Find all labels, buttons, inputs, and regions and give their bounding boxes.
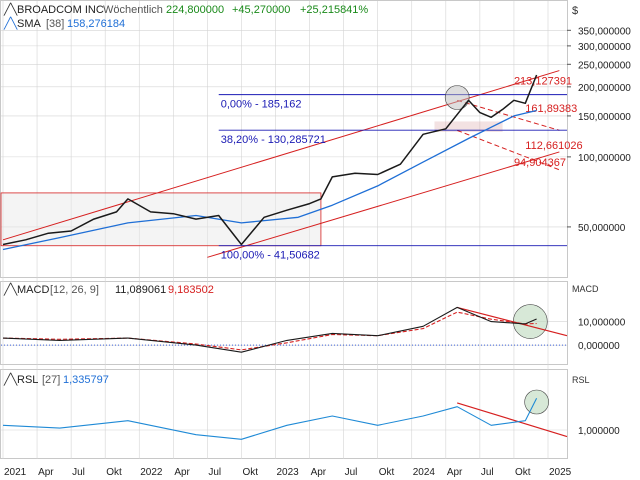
- legend-sma-label: SMA: [17, 18, 42, 30]
- macd-line: [2, 306, 537, 353]
- x-tick-label: 2022: [140, 467, 163, 478]
- macd-panel-frame: [0, 281, 568, 365]
- legend-sma-param: [38]: [46, 18, 64, 30]
- x-tick-label: Okt: [106, 467, 122, 478]
- currency-label: $: [572, 5, 578, 17]
- macd-tick-label: 0,000000: [578, 341, 620, 352]
- rsl-panel-label: RSL: [572, 375, 590, 385]
- y-tick-label: 150,000000: [578, 112, 631, 123]
- panel-frames: [0, 0, 568, 459]
- x-tick-label: Okt: [515, 467, 531, 478]
- x-tick-label: Okt: [242, 467, 258, 478]
- price-legend: ╱╲ BROADCOM INC Wöchentlich 224,800000 +…: [3, 2, 368, 30]
- fib-level-label: 100,00% - 41,50682: [221, 250, 320, 262]
- rsl-line: [2, 398, 538, 440]
- x-tick-label: Jul: [481, 467, 494, 478]
- x-tick-label: 2023: [277, 467, 300, 478]
- x-tick-label: Apr: [311, 467, 327, 478]
- x-tick-label: Jul: [72, 467, 85, 478]
- legend-price-interval: Wöchentlich: [103, 4, 163, 16]
- x-tick-label: 2021: [4, 467, 27, 478]
- y-tick-label: 100,000000: [578, 153, 631, 164]
- y-tick-label: 300,000000: [578, 42, 631, 53]
- legend-macd-value1: 11,089061: [115, 284, 166, 296]
- legend-sma-icon: ╱╲: [3, 16, 19, 30]
- price-panel-frame: [0, 0, 568, 278]
- legend-price-icon: ╱╲: [3, 2, 19, 16]
- highlight-circle-price: [444, 85, 470, 110]
- y-tick-label: 200,000000: [578, 83, 631, 94]
- grid: [1, 1, 567, 459]
- x-tick-label: Apr: [447, 467, 463, 478]
- rsl-trend-line: [456, 402, 568, 438]
- legend-price-change: +45,270000: [232, 4, 290, 16]
- legend-price-change-pct: +25,215841%: [300, 4, 368, 16]
- legend-macd-params: [12, 26, 9]: [50, 284, 99, 296]
- x-tick-label: 2025: [549, 467, 572, 478]
- sma-line: [2, 109, 537, 251]
- legend-macd-icon: ╱╲: [3, 282, 19, 296]
- x-tick-label: 2024: [413, 467, 436, 478]
- x-tick-label: Apr: [174, 467, 190, 478]
- y-tick-label: 350,000000: [578, 26, 631, 37]
- axis-labels: 2021 Apr Jul Okt 2022 Apr Jul Okt 2023 Apr Jul Okt 2…: [4, 26, 631, 478]
- macd-panel-label: MACD: [572, 284, 599, 294]
- price-line: [2, 74, 538, 246]
- fib-level-label: 38,20% - 130,285721: [221, 134, 326, 146]
- y-tick-label: 250,000000: [578, 60, 631, 71]
- x-tick-label: Jul: [345, 467, 358, 478]
- legend-price-value: 224,800000: [166, 4, 224, 16]
- y-tick-label: 50,000000: [578, 223, 626, 234]
- macd-tick-label: 10,000000: [578, 318, 626, 329]
- target-value-label: 161,89383: [525, 103, 577, 115]
- legend-sma-value: 158,276184: [67, 18, 125, 30]
- legend-macd-value2: 9,183502: [168, 284, 214, 296]
- macd-signal-line: [2, 311, 537, 351]
- legend-macd-label: MACD: [17, 284, 49, 296]
- rsl-panel-frame: [0, 369, 568, 459]
- target-value-label: 213,127391: [514, 75, 572, 87]
- rsl-legend: ╱╲ RSL [27] 1,335797: [3, 372, 109, 386]
- plots: [2, 74, 538, 440]
- channel-lower-line: [207, 151, 560, 258]
- dashed-trend-line-lower: [456, 129, 560, 171]
- legend-rsl-param: [27]: [42, 374, 60, 386]
- highlight-circle-rsl: [524, 389, 549, 415]
- rsl-tick-label: 1,000000: [578, 426, 620, 437]
- target-value-label: 94,904367: [514, 157, 566, 169]
- x-tick-label: Apr: [38, 467, 54, 478]
- price-overlays: 0,00% - 185,162 38,20% - 130,285721 100,00…: [0, 70, 583, 438]
- legend-rsl-label: RSL: [17, 374, 38, 386]
- legend-price-name: BROADCOM INC: [17, 4, 104, 16]
- macd-legend: ╱╲ MACD [12, 26, 9] 11,089061 9,183502: [3, 282, 214, 296]
- legend-rsl-icon: ╱╲: [3, 372, 19, 386]
- target-value-label: 112,661026: [525, 140, 582, 152]
- fib-level-label: 0,00% - 185,162: [221, 99, 302, 111]
- consolidation-box: [434, 121, 503, 132]
- x-tick-label: Jul: [208, 467, 221, 478]
- legend-rsl-value: 1,335797: [63, 374, 109, 386]
- x-tick-label: Okt: [379, 467, 395, 478]
